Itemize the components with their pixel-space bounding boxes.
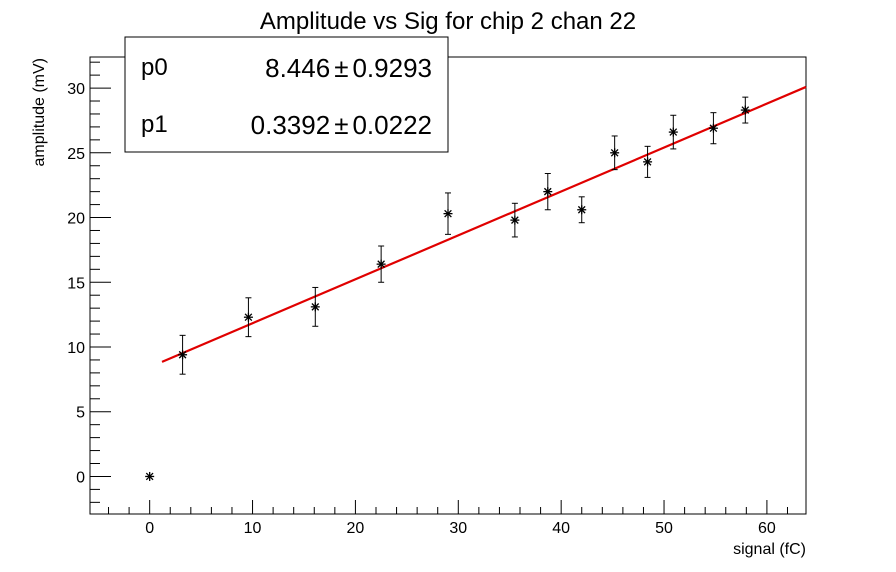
data-point bbox=[310, 286, 320, 327]
axis-ticks: 0 10 20 30 40 50 60 0 5 10 15 20 25 30 bbox=[67, 61, 788, 537]
data-points bbox=[145, 96, 750, 481]
data-point bbox=[178, 334, 188, 375]
marker-d2 bbox=[709, 124, 718, 133]
data-point bbox=[376, 245, 386, 283]
marker-d2 bbox=[444, 209, 452, 218]
stats-p0-err: 0.9293 bbox=[352, 53, 432, 83]
stats-p1-val: 0.3392 bbox=[251, 110, 331, 140]
stats-p0-value: 8.446 ±0.9293 bbox=[265, 53, 432, 83]
fit-line-group bbox=[161, 85, 807, 363]
marker-d2 bbox=[178, 350, 187, 359]
marker-d2 bbox=[377, 260, 385, 268]
marker-d2 bbox=[669, 128, 678, 136]
y-tick-label: 0 bbox=[76, 469, 85, 486]
marker-d2 bbox=[741, 106, 750, 114]
marker-d2 bbox=[511, 216, 519, 224]
y-tick-label: 20 bbox=[67, 211, 85, 228]
marker-d2 bbox=[145, 472, 154, 481]
chart-title: Amplitude vs Sig for chip 2 chan 22 bbox=[260, 8, 636, 35]
marker-d2 bbox=[543, 187, 552, 196]
x-tick-label: 40 bbox=[552, 520, 570, 537]
data-point bbox=[443, 192, 453, 235]
stats-box-frame bbox=[124, 36, 449, 153]
data-point bbox=[610, 135, 620, 171]
x-axis-label: signal (fC) bbox=[733, 541, 806, 558]
data-point bbox=[577, 196, 587, 224]
stats-p1-err: 0.0222 bbox=[352, 110, 432, 140]
stats-box: p0 8.446 ±0.9293 p1 0.3392 ±0.0222 bbox=[124, 36, 449, 153]
marker-d2 bbox=[244, 313, 253, 322]
x-tick-label: 60 bbox=[758, 520, 776, 537]
x-tick-label: 30 bbox=[449, 520, 467, 537]
y-tick-label: 10 bbox=[67, 340, 85, 357]
stats-p1-pm: ± bbox=[334, 110, 348, 140]
data-point bbox=[643, 145, 653, 178]
stats-p0-val: 8.446 bbox=[265, 53, 330, 83]
stats-p1-name: p1 bbox=[141, 111, 168, 138]
y-tick-label: 30 bbox=[67, 81, 85, 98]
data-point bbox=[543, 173, 553, 211]
y-tick-label: 25 bbox=[67, 146, 85, 163]
x-tick-label: 20 bbox=[347, 520, 365, 537]
data-point bbox=[708, 112, 718, 145]
marker-d2 bbox=[577, 205, 586, 214]
data-point bbox=[668, 114, 678, 150]
x-tick-label: 0 bbox=[145, 520, 154, 537]
stats-p0-pm: ± bbox=[334, 53, 348, 83]
marker-d2 bbox=[643, 158, 652, 166]
y-tick-label: 15 bbox=[67, 275, 85, 292]
fit-line bbox=[161, 85, 807, 363]
marker-d2 bbox=[311, 303, 320, 311]
data-point bbox=[510, 202, 520, 238]
stats-p0-name: p0 bbox=[141, 54, 168, 81]
x-tick-label: 50 bbox=[655, 520, 673, 537]
marker-d2 bbox=[610, 148, 619, 157]
y-tick-label: 5 bbox=[76, 405, 85, 422]
data-point bbox=[145, 471, 155, 481]
data-point bbox=[740, 96, 750, 124]
data-point bbox=[243, 297, 253, 338]
stats-p1-value: 0.3392 ±0.0222 bbox=[251, 110, 432, 140]
y-axis-label: amplitude (mV) bbox=[31, 58, 48, 166]
x-tick-label: 10 bbox=[244, 520, 262, 537]
